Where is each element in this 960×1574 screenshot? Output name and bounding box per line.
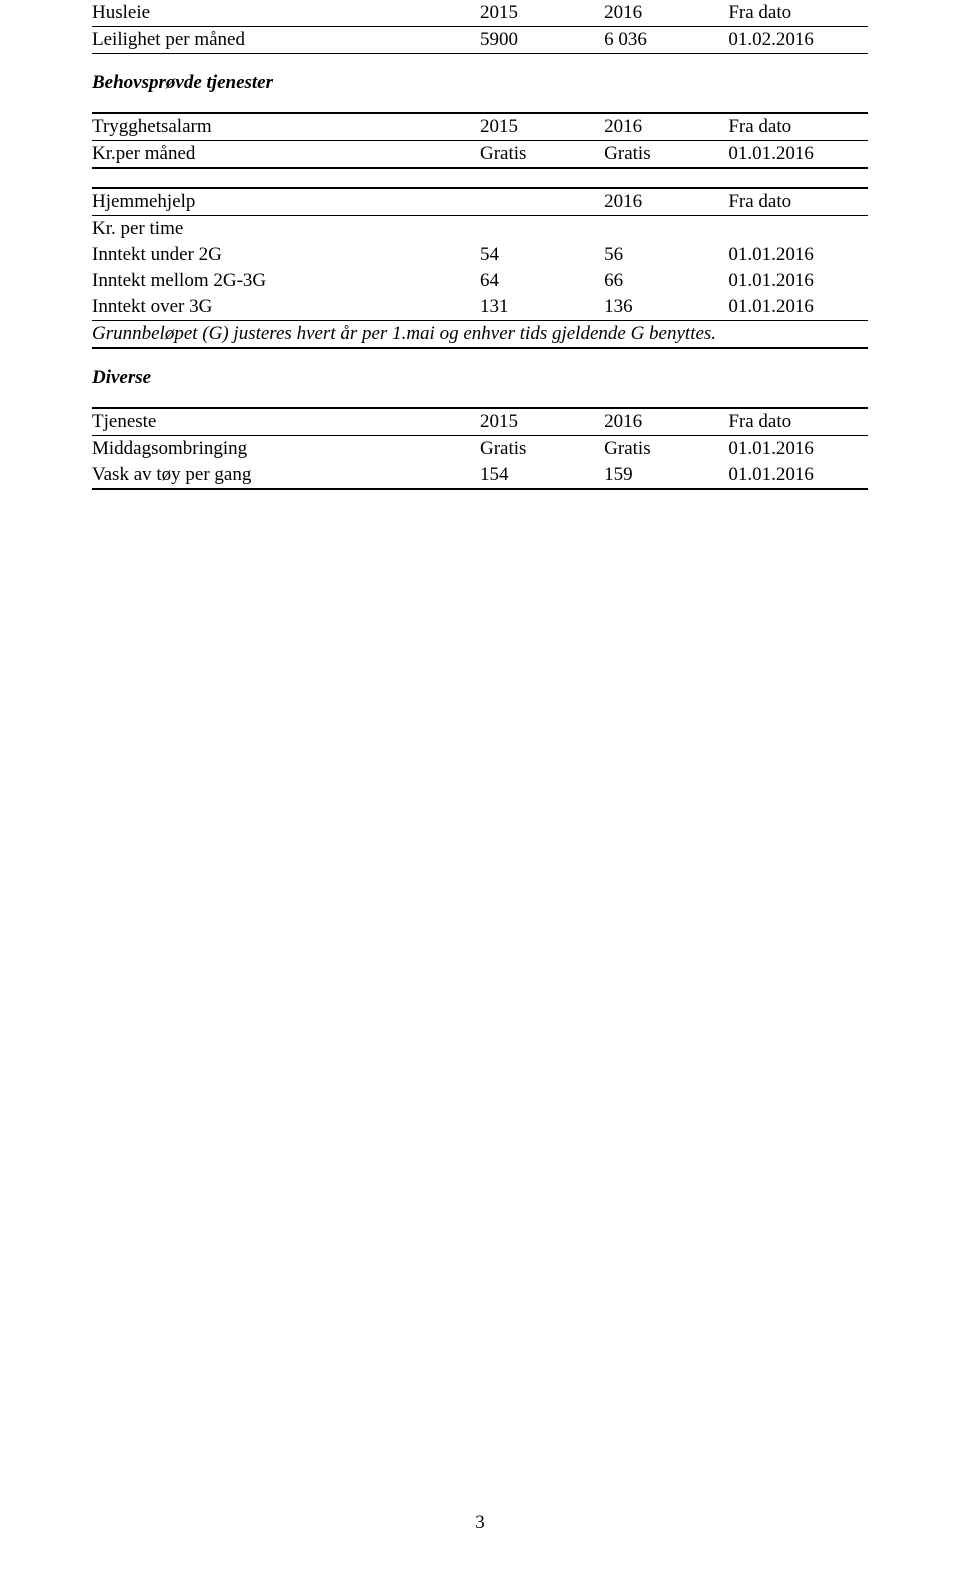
tjeneste-header-2016: 2016: [604, 408, 728, 436]
hjemmehjelp-note: Grunnbeløpet (G) justeres hvert år per 1…: [92, 321, 868, 349]
tjeneste-header-name: Tjeneste: [92, 408, 480, 436]
husleie-header-2015: 2015: [480, 0, 604, 27]
page-number: 3: [0, 1512, 960, 1534]
trygghetsalarm-header-name: Trygghetsalarm: [92, 113, 480, 141]
husleie-table: Husleie 2015 2016 Fra dato Leilighet per…: [92, 0, 868, 54]
hjemmehjelp-row1-2016: 66: [604, 268, 728, 294]
trygghetsalarm-row-label: Kr.per måned: [92, 141, 480, 169]
hjemmehjelp-row0-2015: 54: [480, 242, 604, 268]
husleie-row-2016: 6 036: [604, 27, 728, 54]
tjeneste-row1-2015: 154: [480, 462, 604, 489]
husleie-row-2015: 5900: [480, 27, 604, 54]
husleie-row-fradato: 01.02.2016: [728, 27, 868, 54]
husleie-header-fradato: Fra dato: [728, 0, 868, 27]
hjemmehjelp-row1-label: Inntekt mellom 2G-3G: [92, 268, 480, 294]
tjeneste-row0-label: Middagsombringing: [92, 436, 480, 463]
hjemmehjelp-row2-label: Inntekt over 3G: [92, 294, 480, 321]
trygghetsalarm-row-fradato: 01.01.2016: [728, 141, 868, 169]
trygghetsalarm-header-2015: 2015: [480, 113, 604, 141]
tjeneste-header-2015: 2015: [480, 408, 604, 436]
tjeneste-header-fradato: Fra dato: [728, 408, 868, 436]
hjemmehjelp-row2-2015: 131: [480, 294, 604, 321]
hjemmehjelp-row0-label: Inntekt under 2G: [92, 242, 480, 268]
hjemmehjelp-body-table: Kr. per time Inntekt under 2G 54 56 01.0…: [92, 216, 868, 349]
husleie-row-label: Leilighet per måned: [92, 27, 480, 54]
husleie-header-2016: 2016: [604, 0, 728, 27]
tjeneste-row0-2015: Gratis: [480, 436, 604, 463]
trygghetsalarm-header-2016: 2016: [604, 113, 728, 141]
trygghetsalarm-header-fradato: Fra dato: [728, 113, 868, 141]
hjemmehjelp-row2-2016: 136: [604, 294, 728, 321]
hjemmehjelp-row1-2015: 64: [480, 268, 604, 294]
tjeneste-table: Tjeneste 2015 2016 Fra dato Middagsombri…: [92, 407, 868, 490]
behovsprovde-heading: Behovsprøvde tjenester: [92, 72, 868, 94]
husleie-header-name: Husleie: [92, 0, 480, 27]
hjemmehjelp-subhead: Kr. per time: [92, 216, 480, 242]
hjemmehjelp-row2-fradato: 01.01.2016: [728, 294, 868, 321]
hjemmehjelp-row1-fradato: 01.01.2016: [728, 268, 868, 294]
tjeneste-row0-2016: Gratis: [604, 436, 728, 463]
tjeneste-row1-2016: 159: [604, 462, 728, 489]
trygghetsalarm-row-2015: Gratis: [480, 141, 604, 169]
tjeneste-row1-label: Vask av tøy per gang: [92, 462, 480, 489]
trygghetsalarm-table: Trygghetsalarm 2015 2016 Fra dato Kr.per…: [92, 112, 868, 169]
tjeneste-row1-fradato: 01.01.2016: [728, 462, 868, 489]
hjemmehjelp-row0-fradato: 01.01.2016: [728, 242, 868, 268]
diverse-heading: Diverse: [92, 367, 868, 389]
hjemmehjelp-row0-2016: 56: [604, 242, 728, 268]
tjeneste-row0-fradato: 01.01.2016: [728, 436, 868, 463]
hjemmehjelp-header-2016: 2016: [604, 188, 728, 216]
trygghetsalarm-row-2016: Gratis: [604, 141, 728, 169]
hjemmehjelp-header-name: Hjemmehjelp: [92, 188, 604, 216]
hjemmehjelp-header-fradato: Fra dato: [728, 188, 868, 216]
hjemmehjelp-header-table: Hjemmehjelp 2016 Fra dato: [92, 187, 868, 216]
